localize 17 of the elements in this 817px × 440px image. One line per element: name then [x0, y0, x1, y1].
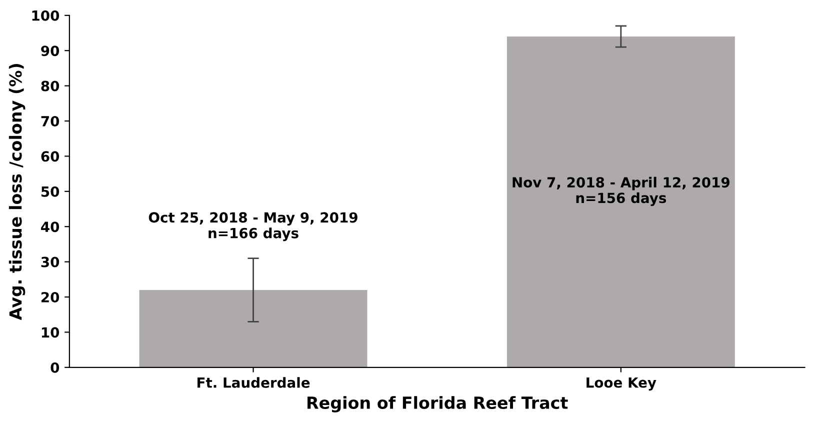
y-tick-label: 30	[41, 256, 60, 268]
y-tick-label: 60	[41, 151, 60, 162]
y-tick-label: 50	[41, 186, 60, 197]
y-tick-label: 0	[50, 362, 60, 373]
y-tick-label: 90	[41, 46, 60, 56]
annotation: Oct 25, 2018 - May 9, 2019 n=166 days	[148, 212, 358, 242]
x-tick-label: Ft. Lauderdale	[198, 377, 310, 388]
y-tick-label: 20	[41, 292, 60, 302]
x-tick-label: Looe Key	[586, 377, 656, 391]
y-axis-title: Avg. tissue loss /colony (%)	[8, 64, 26, 320]
y-tick-label: 100	[32, 10, 60, 21]
y-tick-label: 10	[42, 327, 60, 338]
y-tick-label: 70	[41, 116, 60, 126]
y-tick-label: 80	[41, 80, 60, 92]
x-axis-title: Region of Florida Reef Tract	[308, 396, 568, 412]
annotation: Nov 7, 2018 - April 12, 2019 n=156 days	[512, 176, 730, 206]
y-tick-label: 40	[41, 222, 60, 232]
